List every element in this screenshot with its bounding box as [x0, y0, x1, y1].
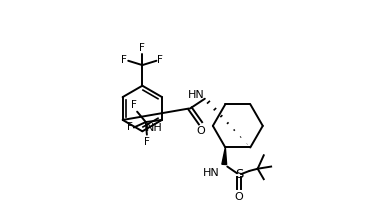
- Polygon shape: [222, 148, 227, 164]
- Text: F: F: [131, 100, 136, 110]
- Text: F: F: [127, 122, 133, 133]
- Text: HN: HN: [203, 168, 220, 178]
- Text: NH: NH: [146, 123, 163, 133]
- Text: O: O: [197, 126, 205, 136]
- Text: O: O: [235, 192, 243, 202]
- Text: S: S: [235, 168, 243, 181]
- Text: F: F: [140, 43, 145, 53]
- Text: F: F: [122, 55, 127, 65]
- Text: HN: HN: [188, 90, 205, 100]
- Text: F: F: [157, 55, 163, 65]
- Text: F: F: [144, 137, 150, 147]
